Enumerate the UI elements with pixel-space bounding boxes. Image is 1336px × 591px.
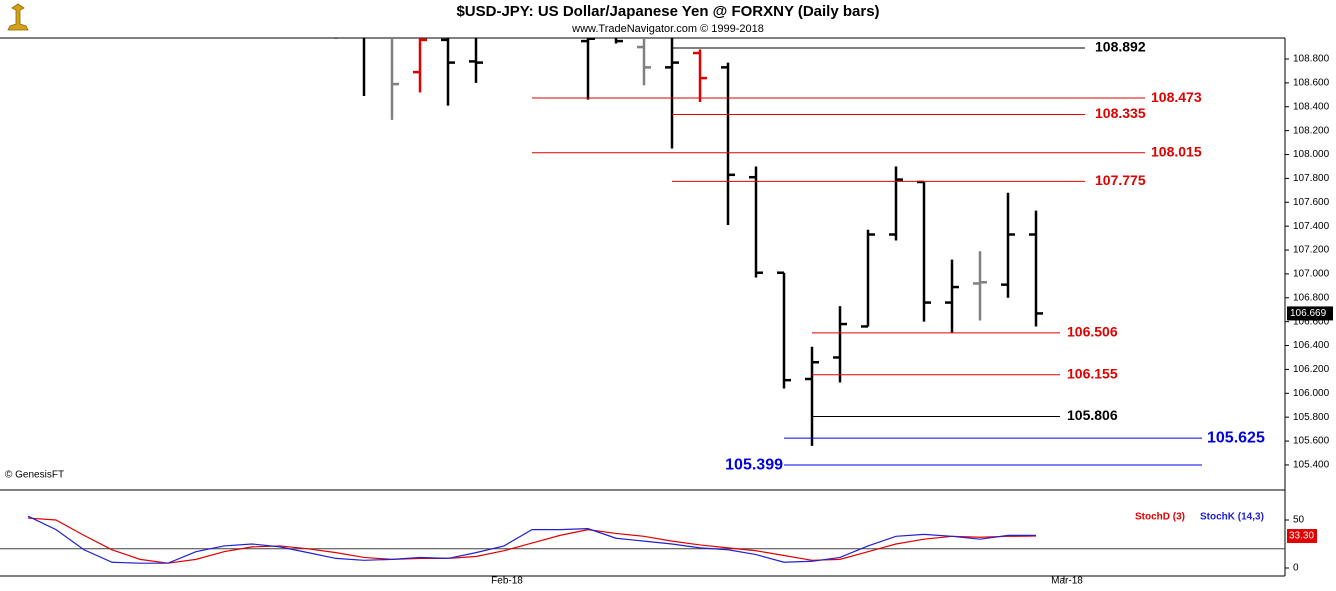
price-panel [334,38,1043,446]
logo [7,3,29,31]
y-tick-label: 107.400 [1293,221,1330,232]
y-tick-label: 106.200 [1293,364,1330,375]
stoch-line [27,517,1037,564]
level-label: 105.806 [1067,407,1118,423]
y-tick-label: 105.800 [1293,412,1330,423]
axes: 105.400 105.600 105.800 106.000 106.200 106.4… [491,54,1333,587]
level-label: 105.399 [725,456,783,473]
y-tick-label: 108.600 [1293,78,1330,89]
y-tick-label: 108.800 [1293,54,1330,65]
y-tick-label: 105.400 [1293,460,1330,471]
legend-entry: StochD (3) [1135,512,1185,523]
y-tick-label: 107.000 [1293,269,1330,280]
level-label: 108.892 [1095,39,1146,55]
last-price-box [1287,306,1333,321]
x-tick-label: Mar-18 [1051,576,1083,587]
y-tick-label: 107.200 [1293,245,1330,256]
level-label: 108.335 [1095,105,1146,121]
level-label: 106.155 [1067,365,1118,381]
x-tick-label: Feb-18 [491,576,523,587]
legend-entry: StochK (14,3) [1200,512,1264,523]
y-tick-label: 0 [1293,563,1299,574]
stoch-line [27,515,1036,564]
y-tick-label: 107.600 [1293,197,1330,208]
y-tick-label: 106.000 [1293,388,1330,399]
source-label: © GenesisFT [5,470,64,481]
y-tick-label: 108.200 [1293,125,1330,136]
y-tick-label: 107.800 [1293,173,1330,184]
level-label: 108.015 [1151,143,1202,159]
y-tick-label: 106.600 [1293,316,1330,327]
y-tick-label: 50 [1293,515,1305,526]
y-tick-label: 105.600 [1293,436,1330,447]
chart-subtitle: www.TradeNavigator.com © 1999-2018 [571,23,764,35]
stoch-panel [0,515,1285,564]
level-label: 106.506 [1067,324,1118,340]
level-label: 108.473 [1151,89,1202,105]
y-tick-label: 106.800 [1293,292,1330,303]
level-label: 105.625 [1207,429,1265,446]
level-label: 107.775 [1095,172,1146,188]
y-tick-label: 108.400 [1293,101,1330,112]
last-price-label: 106.669 [1290,308,1327,319]
chart-title: $USD-JPY: US Dollar/Japanese Yen @ FORXN… [456,3,879,20]
y-tick-label: 108.000 [1293,149,1330,160]
last-value-box [1287,529,1317,544]
last-value-label: 33.30 [1289,531,1314,542]
y-tick-label: 106.400 [1293,340,1330,351]
